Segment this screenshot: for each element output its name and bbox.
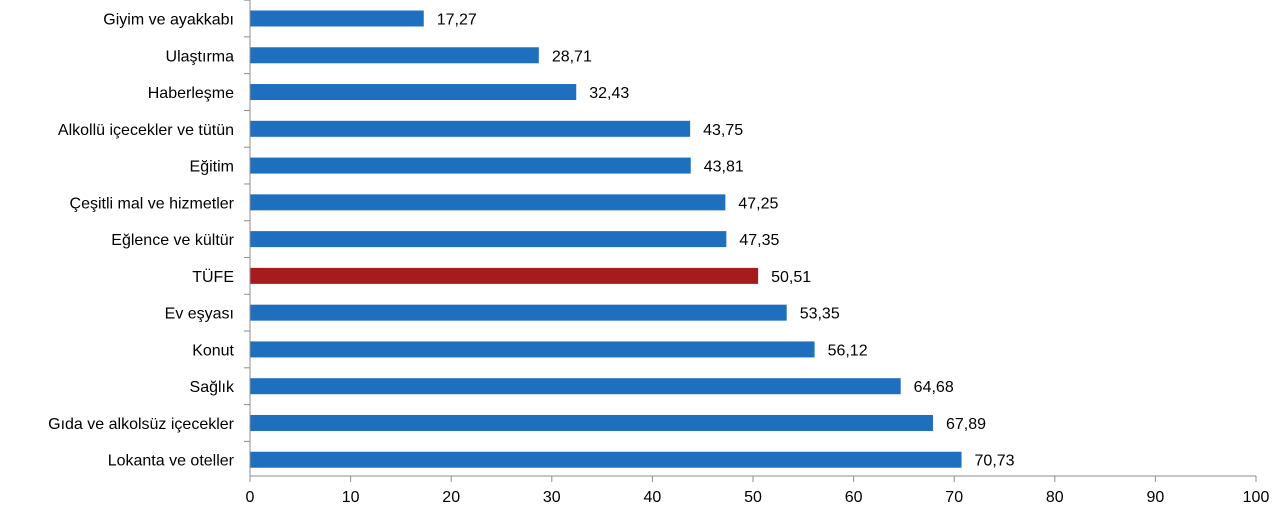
value-label-4: 43,81 [704,159,744,176]
x-tick-label-4: 40 [644,489,662,506]
value-label-12: 70,73 [975,453,1015,470]
value-label-1: 28,71 [552,48,592,65]
value-label-8: 53,35 [800,306,840,323]
x-tick-label-8: 80 [1046,489,1064,506]
x-tick-label-10: 100 [1243,489,1270,506]
category-label-8: Ev eşyası [165,306,234,323]
x-tick-label-0: 0 [246,489,255,506]
bar-1 [250,47,539,64]
category-label-9: Konut [192,342,234,359]
value-label-7: 50,51 [771,269,811,286]
x-tick-label-6: 60 [845,489,863,506]
bar-9 [250,341,815,358]
category-label-11: Gıda ve alkolsüz içecekler [48,416,235,433]
bar-6 [250,231,727,248]
value-labels-group: 17,27 28,71 32,43 43,75 43,81 47,25 47,35 50,51… [437,12,1015,470]
bar-10 [250,378,901,395]
category-label-3: Alkollü içecekler ve tütün [58,122,234,139]
bar-7 [250,267,759,284]
value-label-10: 64,68 [914,379,954,396]
category-label-0: Giyim ve ayakkabı [103,12,234,29]
category-label-1: Ulaştırma [166,48,235,65]
bar-5 [250,194,726,211]
category-label-4: Eğitim [190,159,234,176]
bars-group [250,10,962,468]
value-label-11: 67,89 [946,416,986,433]
value-label-0: 17,27 [437,12,477,29]
value-label-9: 56,12 [828,342,868,359]
category-label-7: TÜFE [192,268,234,286]
bar-12 [250,451,962,468]
x-tick-label-3: 30 [543,489,561,506]
x-tick-label-7: 70 [945,489,963,506]
value-label-6: 47,35 [739,232,779,249]
category-label-6: Eğlence ve kültür [111,232,234,249]
value-label-5: 47,25 [738,195,778,212]
category-label-2: Haberleşme [148,85,234,102]
category-label-12: Lokanta ve oteller [108,453,235,470]
bar-3 [250,120,691,137]
value-label-2: 32,43 [589,85,629,102]
bar-8 [250,304,787,321]
bar-2 [250,84,577,101]
x-ticks-group: 0 10 20 30 40 50 60 70 80 90 100 [246,476,1270,506]
category-label-5: Çeşitli mal ve hizmetler [70,195,235,212]
x-tick-label-5: 50 [744,489,762,506]
x-tick-label-1: 10 [342,489,360,506]
bar-11 [250,414,933,431]
value-label-3: 43,75 [703,122,743,139]
bar-0 [250,10,424,27]
category-label-10: Sağlık [190,379,235,396]
bar-4 [250,157,691,174]
x-tick-label-9: 90 [1147,489,1165,506]
category-labels-group: Giyim ve ayakkabı Ulaştırma Haberleşme Alko… [48,12,235,470]
x-tick-label-2: 20 [442,489,460,506]
